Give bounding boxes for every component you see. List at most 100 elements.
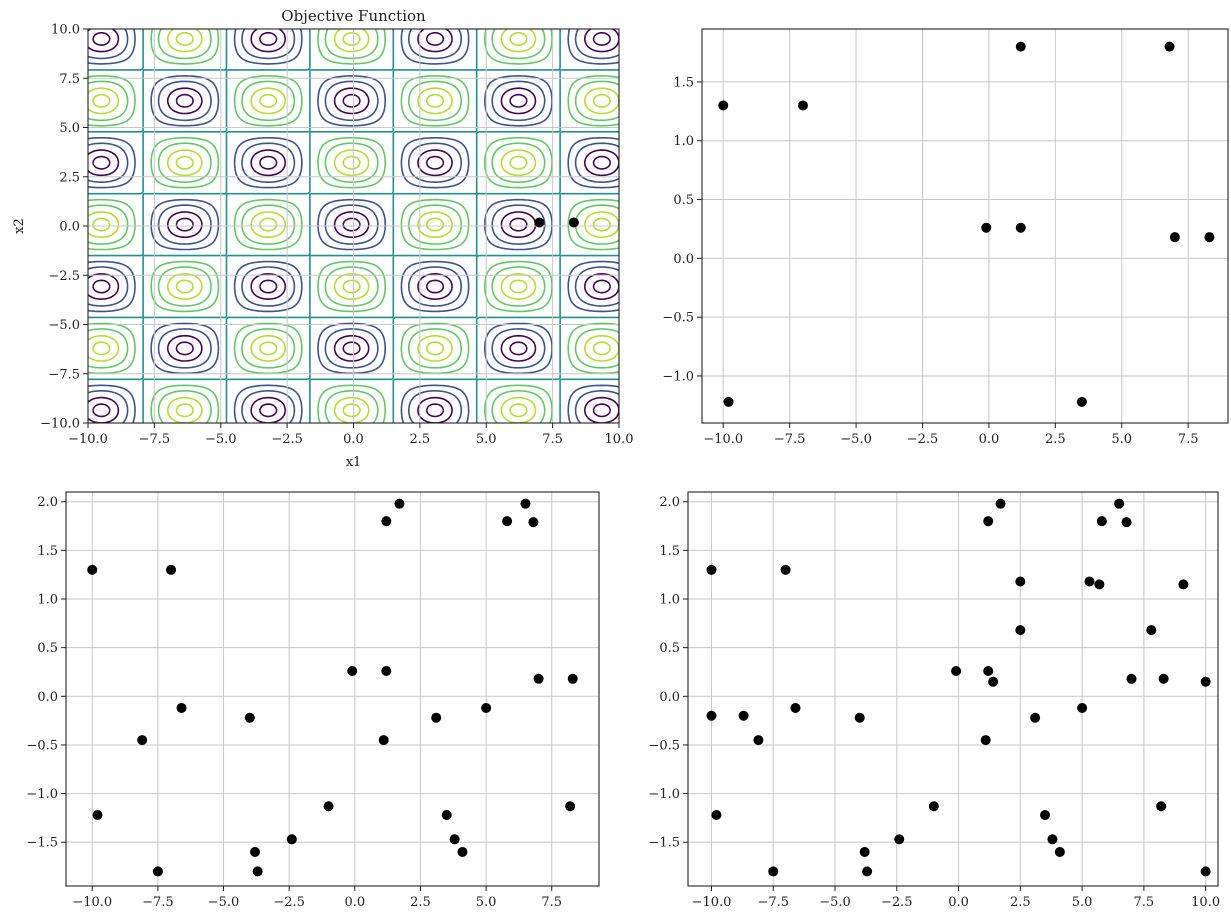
data-point [780, 564, 791, 575]
y-tick-label: −0.5 [26, 738, 58, 753]
data-point [1015, 41, 1026, 52]
x-tick-label: −5.0 [840, 432, 872, 447]
data-point [983, 666, 994, 677]
data-point [1200, 676, 1211, 687]
data-point [988, 676, 999, 687]
data-point [502, 516, 513, 527]
x-tick-label: −2.5 [273, 895, 305, 910]
data-point [1077, 702, 1088, 713]
x-tick-label: −10.0 [703, 432, 743, 447]
data-point [250, 846, 261, 857]
data-point [894, 834, 905, 845]
y-tick-label: 1.0 [37, 593, 58, 608]
scatter-panel-bottom-left: −10.0 −7.5 −5.0 −2.5 0.0 2.5 5.0 7.5 −1.5 −1.0 −0.… [26, 491, 600, 910]
x-tick-label: 0.0 [343, 432, 364, 447]
data-point [520, 498, 531, 509]
data-point [797, 100, 808, 111]
y-tick-label: 5.0 [59, 121, 80, 136]
contour-level [92, 31, 611, 418]
data-point [723, 396, 734, 407]
y-tick-label: −1.5 [26, 836, 58, 851]
data-point [252, 866, 263, 877]
data-point [1121, 517, 1132, 528]
data-point [1146, 625, 1157, 636]
x-tick-label: 0.0 [344, 895, 365, 910]
y-tick-label: −1.0 [662, 369, 694, 384]
x-tick-label: −5.0 [208, 895, 240, 910]
data-point [381, 516, 392, 527]
data-point [928, 801, 939, 812]
data-point [711, 809, 722, 820]
y-tick-label: 1.5 [673, 75, 694, 90]
data-point [286, 834, 297, 845]
chart-title: Objective Function [281, 7, 426, 25]
data-point [1156, 801, 1167, 812]
x-tick-label: −7.5 [757, 895, 789, 910]
data-point [706, 564, 717, 575]
data-point [92, 809, 103, 820]
x-tick-label: 7.5 [1134, 895, 1155, 910]
data-point [87, 564, 98, 575]
y-tick-label: 0.5 [659, 641, 680, 656]
data-point [1169, 232, 1180, 243]
data-point [528, 517, 539, 528]
y-tick-label: −1.0 [648, 787, 680, 802]
data-point [1047, 834, 1058, 845]
x-tick-label: 5.0 [476, 895, 497, 910]
x-tick-label: 5.0 [1072, 895, 1093, 910]
data-point [565, 801, 576, 812]
data-point [1094, 579, 1105, 590]
y-axis-label: x2 [12, 218, 27, 234]
data-point [854, 712, 865, 723]
data-point [166, 564, 177, 575]
y-tick-label: 0.5 [673, 193, 694, 208]
y-tick-label: −1.5 [648, 836, 680, 851]
data-point [394, 498, 405, 509]
y-tick-label: 2.0 [37, 495, 58, 510]
data-point [534, 217, 545, 228]
y-tick-label: −0.5 [648, 738, 680, 753]
data-point [1204, 232, 1215, 243]
x-tick-label: 5.0 [476, 432, 497, 447]
data-point [1084, 576, 1095, 587]
plot-frame [65, 491, 600, 887]
data-point [568, 217, 579, 228]
data-point [449, 834, 460, 845]
x-tick-label: 0.0 [979, 432, 1000, 447]
data-point [995, 498, 1006, 509]
y-tick-label: 1.0 [673, 134, 694, 149]
scatter-panel-top-right: −10.0 −7.5 −5.0 −2.5 0.0 2.5 5.0 7.5 −1.0 −0.5 0.0… [662, 28, 1229, 447]
x-axis-label: x1 [346, 455, 362, 470]
data-point [1178, 579, 1189, 590]
data-point [347, 666, 358, 677]
y-tick-label: 1.5 [37, 544, 58, 559]
data-point [457, 846, 468, 857]
y-tick-label: −0.5 [662, 311, 694, 326]
data-point [1054, 846, 1065, 857]
data-point [706, 710, 717, 721]
x-tick-label: −10.0 [72, 895, 112, 910]
data-point [481, 702, 492, 713]
x-tick-label: −5.0 [819, 895, 851, 910]
data-point [176, 702, 187, 713]
contour-level [88, 29, 619, 423]
data-point [1114, 498, 1125, 509]
x-tick-label: 7.5 [1178, 432, 1199, 447]
data-point [790, 702, 801, 713]
data-point [431, 712, 442, 723]
contour-panel: Objective Function x1 x2 −10.0 −7.5 −5.0 −2… [12, 7, 633, 470]
data-point [1015, 625, 1026, 636]
data-point [1158, 673, 1169, 684]
x-tick-label: −5.0 [205, 432, 237, 447]
y-tick-label: 0.0 [59, 220, 80, 235]
data-point [768, 866, 779, 877]
data-point [1015, 222, 1026, 233]
x-tick-label: −2.5 [907, 432, 939, 447]
data-point [981, 222, 992, 233]
y-tick-label: −5.0 [48, 318, 80, 333]
data-point [567, 673, 578, 684]
x-tick-label: 10.0 [605, 432, 634, 447]
data-point [244, 712, 255, 723]
data-point [753, 735, 764, 746]
